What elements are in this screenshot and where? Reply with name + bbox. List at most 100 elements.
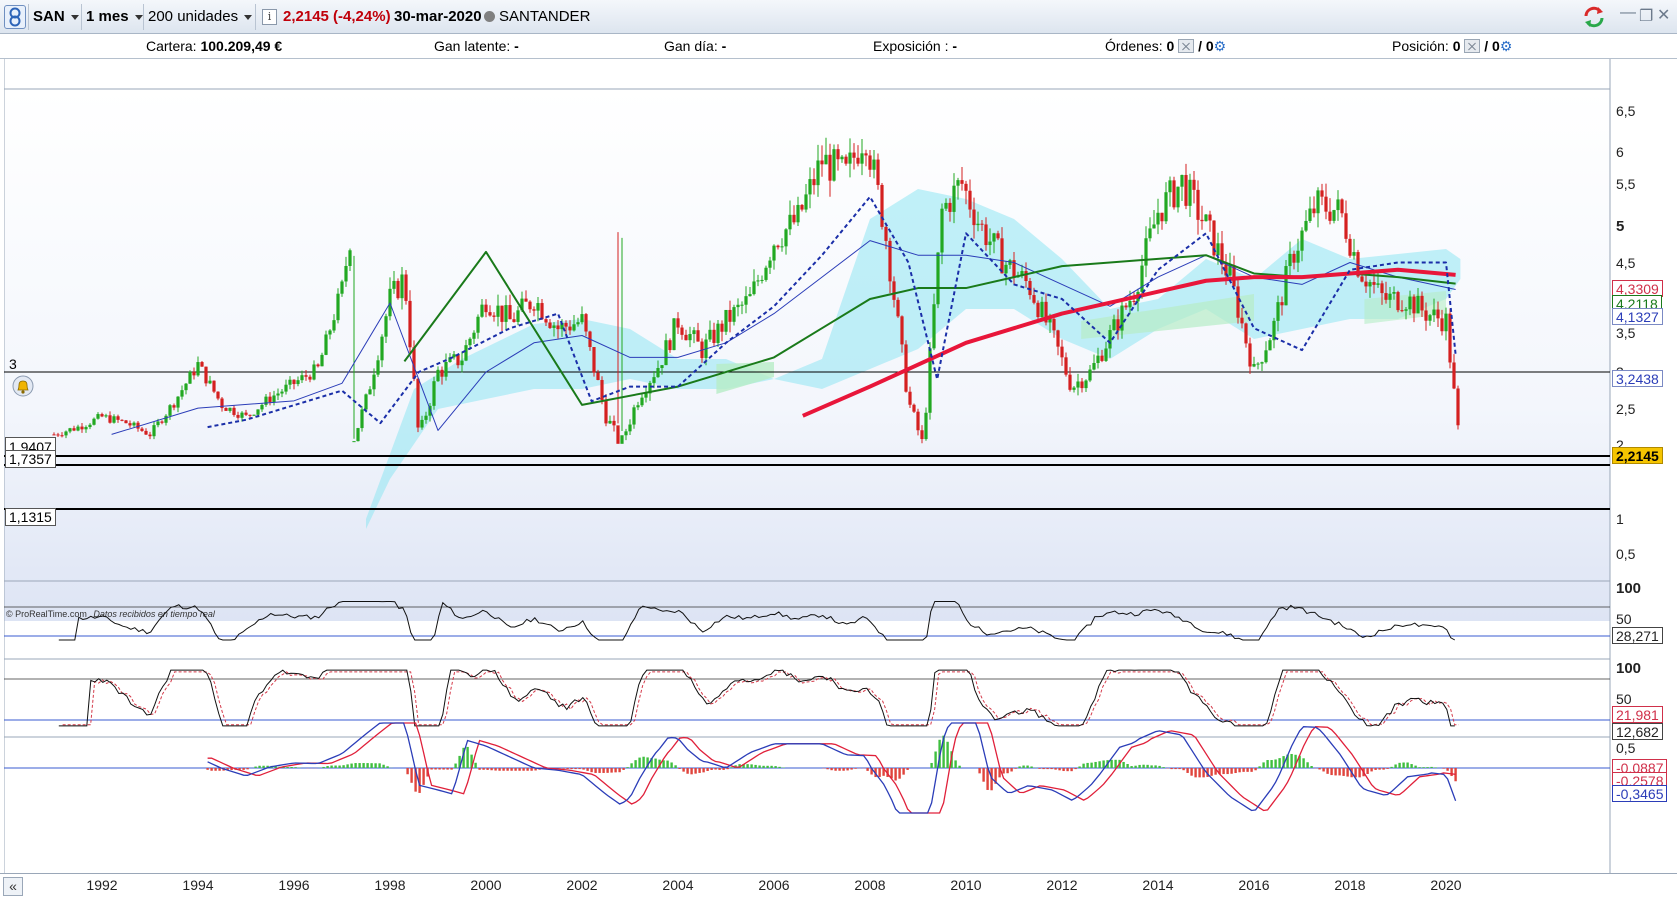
candle-body [264, 396, 268, 405]
macd-histogram-bar [1130, 766, 1133, 768]
gear-icon[interactable]: ⚙ [1499, 38, 1513, 54]
candle-body [56, 434, 60, 436]
candle-body [944, 202, 948, 209]
macd-histogram-bar [954, 760, 957, 768]
time-axis[interactable]: « 1992 1994 1996 1998 2000 2002 2004 2006 2008 20… [0, 873, 1677, 899]
candle-body [1196, 189, 1200, 220]
bell-icon[interactable] [12, 375, 34, 397]
candle-body [1324, 196, 1328, 212]
chart-area[interactable]: © ProRealTime.com Datos recibidos en tie… [4, 59, 1677, 899]
price-axis-label: 2 [1616, 437, 1624, 453]
restore-icon[interactable]: ❐ [1639, 8, 1654, 25]
macd-histogram-bar [274, 766, 277, 768]
candle-body [1168, 180, 1172, 193]
macd-histogram-bar [1342, 768, 1345, 776]
candle-body [676, 318, 680, 328]
candle-body [1244, 323, 1248, 344]
macd-histogram-bar [498, 768, 501, 771]
macd-histogram-bar [1158, 765, 1161, 768]
macd-line [207, 722, 1457, 814]
candle-body [204, 366, 208, 384]
close-icon[interactable]: ✕ [1657, 7, 1671, 24]
minimize-icon[interactable]: — [1620, 4, 1636, 21]
price-tag-ma-blue: 4,1327 [1612, 308, 1663, 325]
macd-histogram-bar [1054, 768, 1057, 770]
candle-body [1412, 296, 1416, 314]
scroll-left-button[interactable]: « [3, 877, 23, 896]
candle-body [1256, 363, 1260, 365]
macd-histogram-bar [290, 767, 293, 768]
ordenes-count-b: / 0 [1198, 38, 1214, 54]
macd-histogram-bar [1334, 768, 1337, 776]
macd-histogram-bar [730, 767, 733, 768]
info-icon[interactable]: i [262, 9, 277, 25]
candle-body [1280, 302, 1284, 306]
candle-body [616, 425, 620, 444]
candle-body [960, 180, 964, 184]
candle-body [320, 354, 324, 367]
year-label: 1992 [86, 877, 118, 893]
macd-histogram-bar [1198, 768, 1201, 778]
refresh-icon[interactable] [1582, 6, 1606, 33]
macd-histogram-bar [374, 763, 377, 768]
prorealtime-logo-icon[interactable] [4, 5, 26, 29]
candle-body [412, 347, 416, 379]
candle-body [852, 152, 856, 158]
year-label: 2018 [1334, 877, 1366, 893]
posicion[interactable]: Posición: 0 / 0⚙ [1392, 34, 1512, 58]
candle-body [104, 415, 108, 417]
gear-icon[interactable]: ⚙ [1213, 38, 1227, 54]
candle-body [112, 416, 116, 423]
candle-body [840, 156, 844, 160]
macd-histogram-bar [1038, 768, 1041, 769]
candle-body [1152, 224, 1156, 229]
macd-histogram-bar [1422, 767, 1425, 768]
macd-histogram-bar [458, 755, 461, 768]
close-position-icon[interactable] [1464, 39, 1481, 53]
candle-body [1420, 295, 1424, 311]
cancel-orders-icon[interactable] [1178, 39, 1195, 53]
units-selector[interactable]: 200 unidades [148, 0, 253, 34]
candle-body [268, 396, 272, 403]
macd-histogram-bar [1178, 768, 1181, 770]
candle-body [1396, 292, 1400, 311]
candle-body [780, 246, 784, 248]
macd-histogram-bar [630, 763, 633, 768]
rsi-panel [4, 580, 1610, 641]
candle-body [164, 415, 168, 423]
macd-histogram-bar [754, 764, 757, 768]
macd-histogram-bar [386, 766, 389, 768]
candle-body [696, 330, 700, 342]
candle-body [1212, 220, 1216, 256]
candle-body [688, 334, 692, 341]
macd-histogram-bar [1286, 754, 1289, 768]
macd-histogram-bar [722, 768, 725, 770]
macd-histogram-bar [1418, 767, 1421, 768]
candle-body [292, 379, 296, 385]
macd-histogram-bar [1138, 764, 1141, 768]
candle-body [956, 180, 960, 186]
ordenes[interactable]: Órdenes: 0 / 0⚙ [1105, 34, 1226, 58]
macd-histogram-bar [650, 758, 653, 768]
year-label: 1994 [182, 877, 214, 893]
macd-histogram-bar [502, 768, 505, 771]
macd-histogram-bar [738, 764, 741, 768]
timeframe-selector[interactable]: 1 mes [86, 0, 143, 34]
candle-body [888, 240, 892, 282]
price-chart[interactable]: © ProRealTime.com Datos recibidos en tie… [4, 59, 1677, 873]
cloud-green-2 [1081, 294, 1254, 339]
price-axis-label: 4,5 [1616, 255, 1636, 271]
macd-histogram-bar [1226, 768, 1229, 775]
macd-histogram-bar [1154, 765, 1157, 768]
macd-histogram-bar [1182, 768, 1185, 771]
macd-histogram-bar [510, 768, 513, 771]
macd-histogram-bar [658, 759, 661, 768]
macd-histogram-bar [574, 768, 577, 770]
macd-histogram-bar [534, 768, 537, 771]
ticker-selector[interactable]: SAN [33, 0, 79, 34]
macd-histogram-bar [338, 765, 341, 768]
macd-histogram-bar [978, 768, 981, 774]
macd-histogram-bar [406, 768, 409, 775]
candle-body [536, 303, 540, 311]
macd-histogram-bar [1042, 768, 1045, 770]
